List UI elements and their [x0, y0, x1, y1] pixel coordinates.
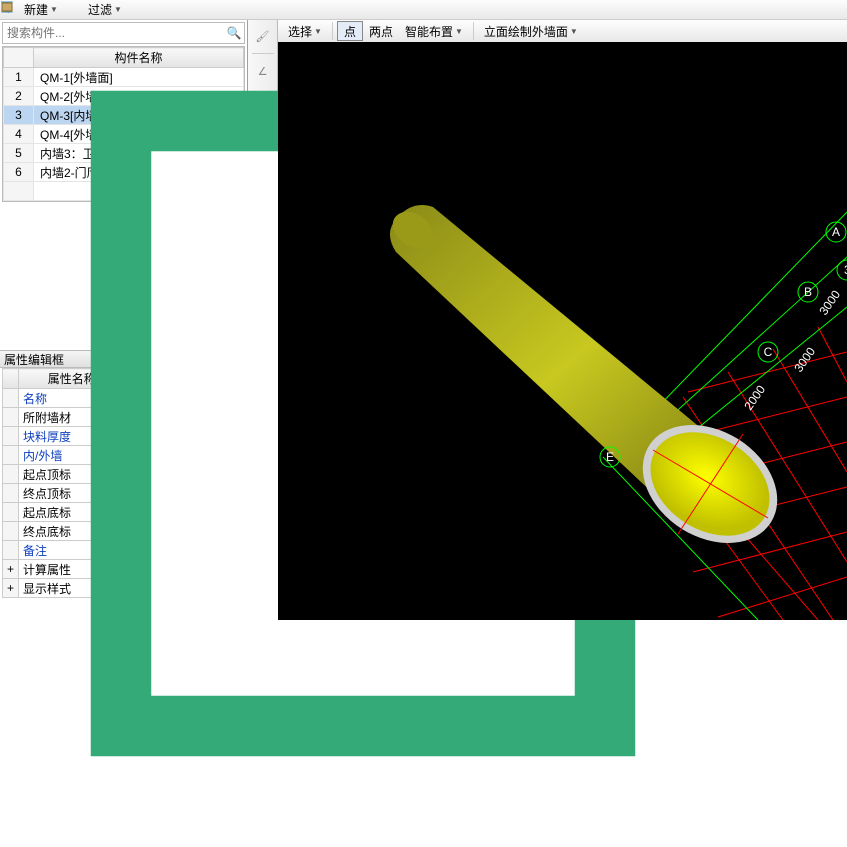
svg-text:E: E: [606, 450, 614, 464]
viewport-3d[interactable]: ABCE3000300020003: [278, 42, 847, 600]
svg-text:C: C: [764, 345, 773, 359]
svg-text:A: A: [832, 225, 840, 239]
svg-text:B: B: [804, 285, 812, 299]
wall-icon: [0, 0, 14, 14]
